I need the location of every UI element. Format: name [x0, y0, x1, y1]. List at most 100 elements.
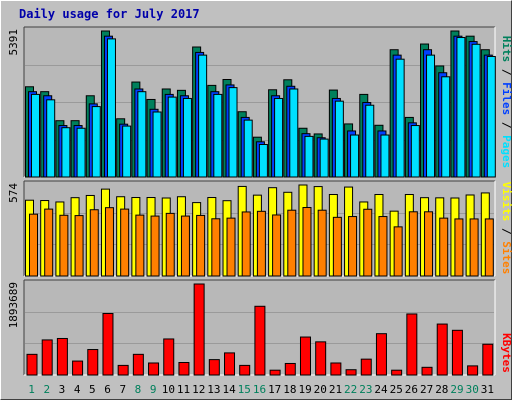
kbytes-bar	[193, 283, 205, 376]
pages-bar	[441, 76, 451, 178]
day-label: 9	[150, 383, 157, 396]
day-label: 13	[207, 383, 220, 396]
sites-bar	[226, 217, 236, 277]
sites-bar	[332, 216, 342, 277]
day-label: 28	[435, 383, 448, 396]
day-label: 20	[314, 383, 327, 396]
day-label: 4	[74, 383, 81, 396]
kbytes-bar	[117, 364, 129, 376]
sites-bar	[424, 211, 434, 277]
sites-bar	[196, 214, 206, 277]
day-label: 11	[177, 383, 190, 396]
sites-bar	[393, 226, 403, 277]
day-label: 24	[374, 383, 388, 396]
legend-kbytes: KBytes	[500, 333, 512, 373]
sites-bar	[44, 208, 54, 277]
sites-bar	[165, 212, 175, 277]
day-label: 1	[28, 383, 35, 396]
pages-bar	[471, 43, 481, 178]
kbytes-bar	[330, 362, 342, 376]
sites-bar	[211, 218, 221, 277]
sites-bar	[317, 209, 327, 277]
sites-bar	[454, 218, 464, 277]
kbytes-bar	[345, 369, 357, 376]
sites-bar	[241, 211, 251, 277]
pages-bar	[31, 93, 40, 178]
kbytes-bar	[102, 312, 114, 376]
pages-bar	[289, 88, 299, 178]
pages-bar	[91, 106, 101, 178]
pages-bar	[152, 111, 162, 178]
day-label: 2	[43, 383, 50, 396]
kbytes-bar	[436, 323, 448, 376]
kbytes-bar	[421, 366, 433, 376]
day-label: 5	[89, 383, 96, 396]
pages-bar	[228, 87, 238, 178]
y-axis-max-label: 574	[7, 183, 20, 203]
kbytes-bar	[178, 362, 190, 376]
sites-bar	[29, 213, 38, 277]
sites-bar	[469, 218, 479, 277]
sites-bar	[484, 218, 494, 277]
legend-hits: Hits	[500, 36, 512, 63]
pages-bar	[122, 125, 132, 178]
sites-bar	[287, 209, 297, 277]
pages-bar	[410, 125, 420, 178]
sites-bar	[150, 215, 160, 277]
kbytes-bar	[254, 305, 266, 376]
pages-bar	[395, 58, 405, 178]
sites-bar	[256, 210, 266, 277]
kbytes-bar	[132, 353, 144, 376]
pages-bar	[213, 93, 223, 178]
sites-bar	[89, 209, 99, 277]
legend-sites: Sites	[500, 241, 512, 274]
day-label: 23	[359, 383, 372, 396]
day-label: 27	[420, 383, 433, 396]
kbytes-bar	[72, 360, 84, 376]
legend-files: Files	[500, 82, 512, 115]
day-label: 21	[329, 383, 342, 396]
pages-bar	[76, 127, 86, 178]
day-label: 31	[481, 383, 494, 396]
kbytes-bar	[391, 369, 403, 376]
day-label: 19	[298, 383, 311, 396]
kbytes-bar	[239, 364, 251, 376]
pages-bar	[137, 91, 147, 178]
pages-bar	[182, 97, 192, 178]
pages-bar	[106, 38, 116, 178]
day-label: 6	[104, 383, 111, 396]
kbytes-bar	[451, 329, 463, 376]
day-label: 10	[162, 383, 175, 396]
kbytes-bar	[269, 369, 281, 376]
y-axis-max-label: 1893689	[7, 282, 20, 328]
pages-bar	[350, 134, 360, 178]
pages-bar	[61, 127, 71, 178]
sites-bar	[74, 215, 84, 277]
kbytes-bar	[299, 336, 311, 376]
pages-bar	[380, 134, 390, 178]
sites-bar	[439, 217, 449, 277]
legend-separator: /	[500, 62, 512, 82]
sites-bar	[135, 214, 145, 277]
day-label: 30	[466, 383, 479, 396]
pages-bar	[456, 37, 466, 178]
kbytes-bar	[148, 362, 160, 376]
legend-visits: Visits	[500, 182, 512, 222]
sites-bar	[104, 207, 114, 277]
kbytes-bar	[375, 333, 387, 376]
pages-bar	[365, 104, 375, 178]
kbytes-bar	[208, 359, 220, 376]
sites-bar	[180, 215, 190, 277]
sites-bar	[348, 216, 358, 277]
sites-bar	[302, 207, 312, 277]
day-label: 25	[390, 383, 403, 396]
day-label: 26	[405, 383, 418, 396]
pages-bar	[304, 135, 314, 178]
kbytes-bar	[482, 343, 494, 376]
day-label: 3	[59, 383, 66, 396]
pages-bar	[426, 54, 436, 178]
legend-pages: Pages	[500, 135, 512, 168]
day-label: 29	[450, 383, 463, 396]
kbytes-bar	[467, 365, 479, 376]
